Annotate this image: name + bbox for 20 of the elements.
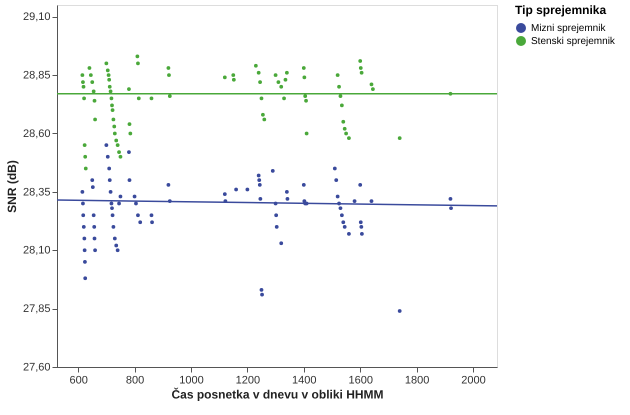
x-tick-label: 1600 <box>348 374 373 386</box>
x-tick-label: 600 <box>69 374 88 386</box>
y-tick-label: 29,10 <box>22 11 50 24</box>
legend-label: Mizni sprejemnik <box>531 23 606 34</box>
x-tick-label: 1000 <box>179 374 204 386</box>
legend-label: Stenski sprejemnik <box>531 36 616 47</box>
y-tick-label: 28,85 <box>22 70 50 82</box>
legend-title: Tip sprejemnika <box>515 3 606 17</box>
x-axis-title: Čas posnetka v dnevu v obliki HHMM <box>171 388 384 402</box>
x-tick-label: 1800 <box>404 374 430 386</box>
y-axis-title: SNR (dB) <box>4 160 19 213</box>
x-tick-label: 800 <box>126 374 144 386</box>
x-tick-label: 1200 <box>236 374 260 386</box>
y-tick-label: 27,60 <box>22 362 50 374</box>
x-tick-label: 2000 <box>461 374 486 386</box>
x-tick-label: 1400 <box>292 374 317 386</box>
y-tick-label: 28,10 <box>22 244 50 257</box>
y-tick-label: 28,35 <box>22 186 50 198</box>
y-tick-label: 28,60 <box>22 128 50 140</box>
y-tick-label: 27,85 <box>22 303 50 316</box>
